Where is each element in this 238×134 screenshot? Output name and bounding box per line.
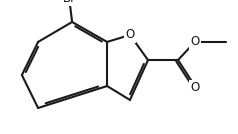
Text: O: O bbox=[190, 35, 199, 49]
Text: O: O bbox=[190, 81, 199, 94]
Text: Br: Br bbox=[63, 0, 76, 5]
Text: O: O bbox=[125, 28, 134, 42]
